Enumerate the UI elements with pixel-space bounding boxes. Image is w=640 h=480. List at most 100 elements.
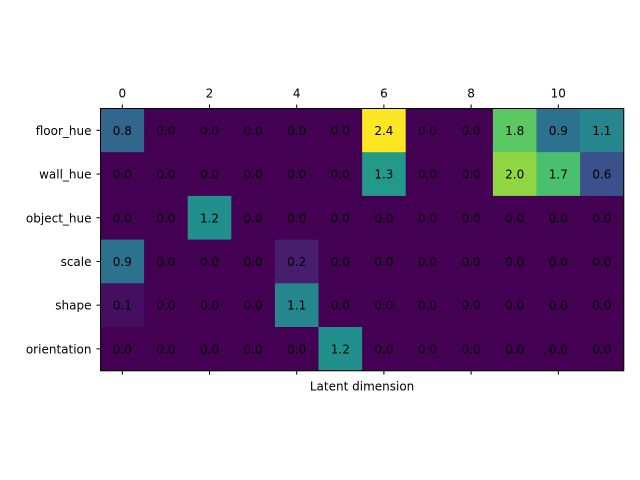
cell-value-label: 0.0 <box>374 255 393 269</box>
heatmap-cell <box>536 108 581 153</box>
cell-value-label: 0.0 <box>156 255 175 269</box>
cell-value-label: 0.0 <box>549 255 568 269</box>
cell-value-label: 0.0 <box>549 299 568 313</box>
heatmap-cell <box>492 195 537 241</box>
cell-value-label: 0.9 <box>549 124 568 138</box>
plot-frame <box>100 108 625 372</box>
heatmap-cell <box>144 283 189 328</box>
heatmap-cell <box>274 327 319 372</box>
heatmap-cell <box>318 239 363 284</box>
cell-value-label: 0.0 <box>331 211 350 225</box>
cell-value-label: 1.1 <box>592 124 611 138</box>
heatmap-cell <box>449 327 494 372</box>
cell-value-label: 0.0 <box>418 255 437 269</box>
heatmap-cell <box>187 239 232 284</box>
cell-value-label: 0.0 <box>200 342 219 356</box>
cell-value-label: 0.0 <box>331 299 350 313</box>
x-tick-label: 6 <box>380 87 388 101</box>
cell-value-label: 0.0 <box>244 342 263 356</box>
cell-value-label: 0.0 <box>244 255 263 269</box>
cell-value-label: 0.0 <box>287 211 306 225</box>
cell-value-label: 0.0 <box>156 342 175 356</box>
cell-value-label: 0.0 <box>505 299 524 313</box>
heatmap-cell <box>580 327 625 372</box>
heatmap-cell <box>187 327 232 372</box>
cell-value-label: 0.0 <box>505 211 524 225</box>
cell-value-label: 0.0 <box>113 211 132 225</box>
heatmap-cell <box>318 283 363 328</box>
heatmap-cell <box>144 327 189 372</box>
heatmap-cell <box>362 239 407 284</box>
cell-value-label: 1.2 <box>331 342 350 356</box>
cell-value-label: 0.0 <box>505 342 524 356</box>
heatmap-cell <box>405 327 450 372</box>
cell-value-label: 0.0 <box>418 299 437 313</box>
cell-value-label: 0.0 <box>200 255 219 269</box>
heatmap-cell <box>536 283 581 328</box>
cell-value-labels: 0.8 0.0 0.0 0.0 0.0 0.0 2.4 0.0 0.0 1.8 0.9 1.1 0.0 0… <box>113 124 612 357</box>
heatmap-cells <box>100 108 625 372</box>
heatmap-cell <box>405 283 450 328</box>
cell-value-label: 1.3 <box>374 168 393 182</box>
heatmap-cell <box>100 195 145 241</box>
heatmap-cell <box>580 195 625 241</box>
y-tick-label: scale <box>61 255 92 269</box>
heatmap-cell <box>100 152 145 197</box>
cell-value-label: 0.0 <box>418 124 437 138</box>
heatmap-cell <box>274 239 319 284</box>
heatmap-cell <box>405 108 450 153</box>
cell-value-label: 0.0 <box>331 168 350 182</box>
cell-value-label: 0.0 <box>113 342 132 356</box>
cell-value-label: 0.0 <box>418 168 437 182</box>
cell-value-label: 0.0 <box>200 168 219 182</box>
heatmap-cell <box>449 239 494 284</box>
y-tick-label: object_hue <box>26 211 92 225</box>
cell-value-label: 0.0 <box>592 342 611 356</box>
y-tick-label: floor_hue <box>36 124 92 138</box>
heatmap-cell <box>362 327 407 372</box>
heatmap-cell <box>405 239 450 284</box>
heatmap-cell <box>580 239 625 284</box>
cell-value-label: 0.0 <box>331 255 350 269</box>
cell-value-label: 0.0 <box>418 211 437 225</box>
cell-value-label: 0.0 <box>462 342 481 356</box>
heatmap-cell <box>274 108 319 153</box>
heatmap-cell <box>362 152 407 197</box>
cell-value-label: 0.2 <box>287 255 306 269</box>
heatmap-cell <box>580 152 625 197</box>
heatmap-cell <box>405 152 450 197</box>
heatmap-cell <box>100 327 145 372</box>
heatmap-cell <box>362 283 407 328</box>
cell-value-label: 0.0 <box>244 168 263 182</box>
cell-value-label: 0.0 <box>462 255 481 269</box>
heatmap-cell <box>580 108 625 153</box>
cell-value-label: 0.0 <box>200 299 219 313</box>
cell-value-label: 0.0 <box>462 211 481 225</box>
heatmap-cell <box>144 195 189 241</box>
y-tick-label: shape <box>55 299 91 313</box>
heatmap-cell <box>187 152 232 197</box>
heatmap-cell <box>536 327 581 372</box>
heatmap-cell <box>492 327 537 372</box>
cell-value-label: 0.0 <box>592 211 611 225</box>
heatmap-cell <box>144 152 189 197</box>
cell-value-label: 0.0 <box>549 342 568 356</box>
heatmap-cell <box>100 283 145 328</box>
heatmap-cell <box>492 152 537 197</box>
heatmap-cell <box>144 108 189 153</box>
heatmap-cell <box>362 108 407 153</box>
x-tick-label: 10 <box>551 87 566 101</box>
heatmap-cell <box>318 152 363 197</box>
cell-value-label: 0.0 <box>592 299 611 313</box>
heatmap-cell <box>231 239 276 284</box>
cell-value-label: 0.0 <box>462 299 481 313</box>
heatmap-cell <box>231 108 276 153</box>
x-tick-label: 8 <box>467 87 475 101</box>
cell-value-label: 0.0 <box>418 342 437 356</box>
cell-value-label: 0.0 <box>331 124 350 138</box>
heatmap-cell <box>492 239 537 284</box>
cell-value-label: 1.2 <box>200 211 219 225</box>
cell-value-label: 0.0 <box>244 211 263 225</box>
heatmap-cell <box>449 195 494 241</box>
